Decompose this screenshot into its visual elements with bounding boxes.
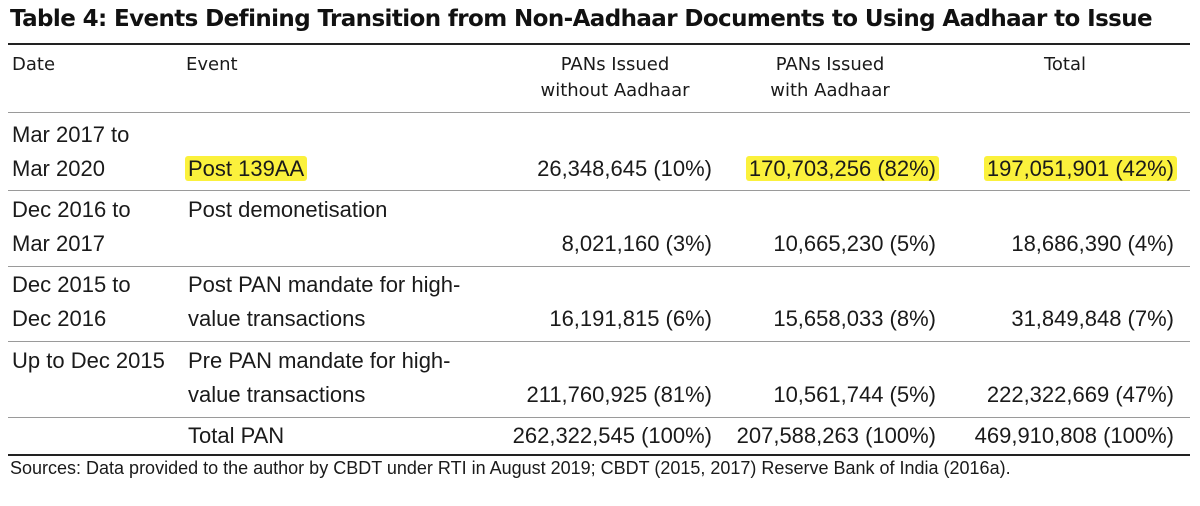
total-with-aadhaar: 207,588,263 (100%): [736, 423, 936, 448]
table-title: Table 4: Events Defining Transition from…: [10, 6, 1153, 32]
row3-event-line1: Post PAN mandate for high-: [188, 272, 461, 297]
row3-event-line2: value transactions: [188, 306, 366, 331]
row1-total: 197,051,901 (42%): [983, 156, 1177, 181]
total-total: 469,910,808 (100%): [974, 423, 1174, 448]
row1-without-aadhaar: 26,348,645 (10%): [537, 156, 712, 181]
row3-date-line1: Dec 2015 to: [12, 272, 131, 297]
row4-event-line1: Pre PAN mandate for high-: [188, 348, 451, 373]
row3-date-line2: Dec 2016: [12, 306, 107, 331]
title-rule: [8, 43, 1190, 45]
row2-date-line1: Dec 2016 to: [12, 197, 131, 222]
total-without-aadhaar: 262,322,545 (100%): [512, 423, 712, 448]
row-divider: [8, 341, 1190, 342]
header-pans-without-aadhaar: PANs Issued without Aadhaar: [540, 54, 690, 101]
row2-total: 18,686,390 (4%): [1011, 231, 1174, 256]
row4-event-line2: value transactions: [188, 382, 366, 407]
row3-with-aadhaar: 15,658,033 (8%): [773, 306, 936, 331]
row2-event: Post demonetisation: [188, 197, 388, 222]
header-divider: [8, 112, 1190, 113]
header-event: Event: [186, 54, 238, 75]
row3-without-aadhaar: 16,191,815 (6%): [549, 306, 712, 331]
row4-date: Up to Dec 2015: [12, 348, 165, 373]
row-divider: [8, 190, 1190, 191]
row4-without-aadhaar: 211,760,925 (81%): [526, 382, 712, 407]
row-divider: [8, 266, 1190, 267]
total-row-label: Total PAN: [188, 423, 285, 448]
row2-without-aadhaar: 8,021,160 (3%): [561, 231, 712, 256]
header-pans-with-aadhaar: PANs Issued with Aadhaar: [770, 54, 890, 101]
header-total: Total: [1043, 54, 1087, 75]
header-date: Date: [12, 54, 56, 75]
row1-date-line1: Mar 2017 to: [12, 122, 130, 147]
row-divider: [8, 417, 1190, 418]
row4-total: 222,322,669 (47%): [986, 382, 1174, 407]
row4-with-aadhaar: 10,561,744 (5%): [773, 382, 936, 407]
source-note: Sources: Data provided to the author by …: [10, 458, 1011, 478]
bottom-rule: [8, 454, 1190, 456]
row3-total: 31,849,848 (7%): [1011, 306, 1174, 331]
row2-date-line2: Mar 2017: [12, 231, 105, 256]
row2-with-aadhaar: 10,665,230 (5%): [773, 231, 936, 256]
row1-date-line2: Mar 2020: [12, 156, 105, 181]
row1-with-aadhaar: 170,703,256 (82%): [745, 156, 939, 181]
row1-event: Post 139AA: [185, 156, 308, 181]
